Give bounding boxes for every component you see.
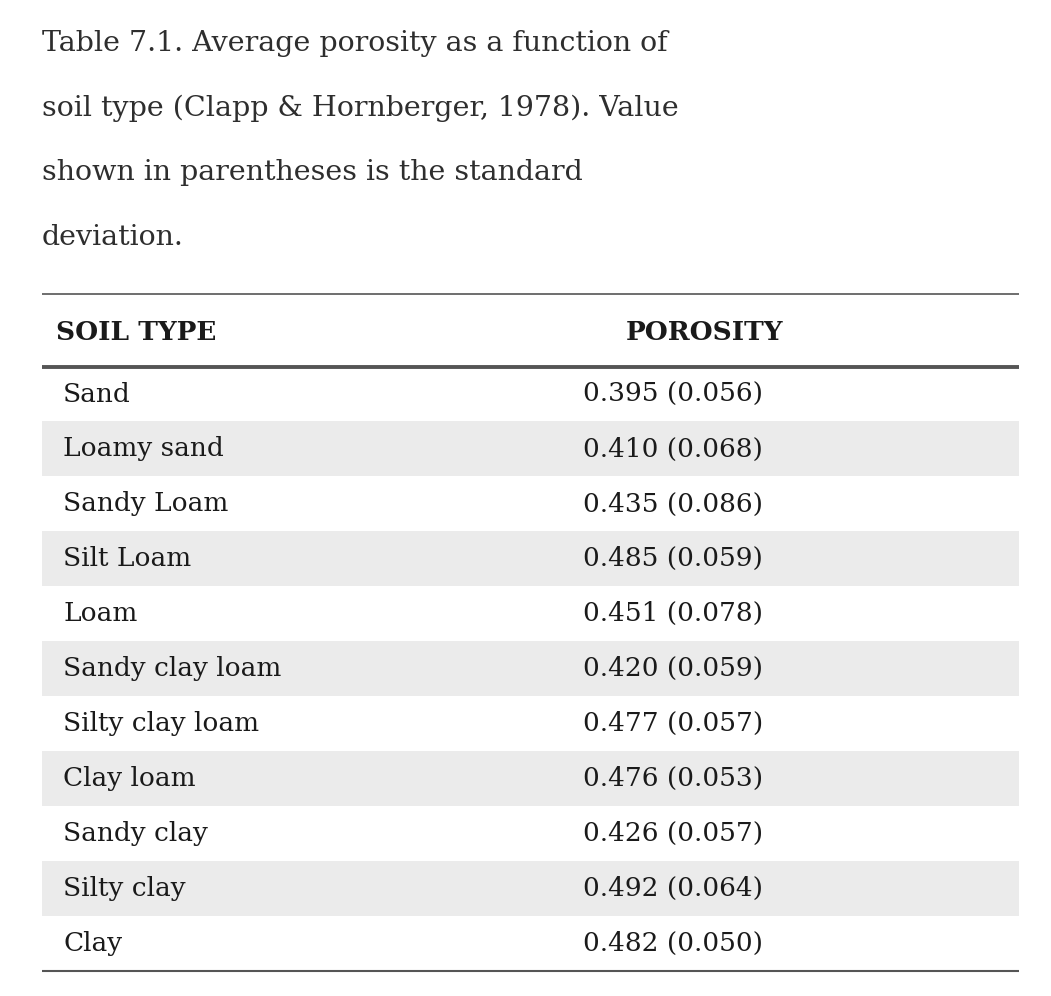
- Text: Silt Loam: Silt Loam: [63, 547, 191, 572]
- Bar: [42, 421, 1019, 476]
- Text: Loam: Loam: [63, 602, 138, 626]
- Bar: [42, 641, 1019, 696]
- Text: 0.492 (0.064): 0.492 (0.064): [583, 876, 763, 901]
- Text: Sandy clay: Sandy clay: [63, 821, 208, 847]
- Text: 0.476 (0.053): 0.476 (0.053): [583, 766, 763, 791]
- Text: 0.435 (0.086): 0.435 (0.086): [583, 491, 763, 517]
- Text: POROSITY: POROSITY: [625, 320, 783, 346]
- Text: 0.395 (0.056): 0.395 (0.056): [583, 381, 763, 406]
- Text: 0.410 (0.068): 0.410 (0.068): [583, 436, 763, 461]
- Text: Clay: Clay: [63, 931, 122, 956]
- Text: SOIL TYPE: SOIL TYPE: [57, 320, 217, 346]
- Text: Sandy Loam: Sandy Loam: [63, 491, 228, 517]
- Text: 0.420 (0.059): 0.420 (0.059): [583, 656, 763, 681]
- Bar: [42, 862, 1019, 916]
- Text: Silty clay loam: Silty clay loam: [63, 711, 260, 736]
- Text: 0.451 (0.078): 0.451 (0.078): [583, 602, 763, 626]
- Text: Sandy clay loam: Sandy clay loam: [63, 656, 282, 681]
- Text: deviation.: deviation.: [42, 224, 184, 251]
- Text: Clay loam: Clay loam: [63, 766, 195, 791]
- Text: Sand: Sand: [63, 381, 130, 406]
- Text: Table 7.1. Average porosity as a function of: Table 7.1. Average porosity as a functio…: [42, 30, 667, 57]
- Text: shown in parentheses is the standard: shown in parentheses is the standard: [42, 159, 583, 186]
- Text: 0.485 (0.059): 0.485 (0.059): [583, 547, 763, 572]
- Text: 0.482 (0.050): 0.482 (0.050): [583, 931, 763, 956]
- Bar: [42, 532, 1019, 587]
- Text: Silty clay: Silty clay: [63, 876, 186, 901]
- Text: 0.426 (0.057): 0.426 (0.057): [583, 821, 763, 847]
- Text: 0.477 (0.057): 0.477 (0.057): [583, 711, 764, 736]
- Text: Loamy sand: Loamy sand: [63, 436, 224, 461]
- Text: soil type (Clapp & Hornberger, 1978). Value: soil type (Clapp & Hornberger, 1978). Va…: [42, 95, 679, 122]
- Bar: [42, 751, 1019, 806]
